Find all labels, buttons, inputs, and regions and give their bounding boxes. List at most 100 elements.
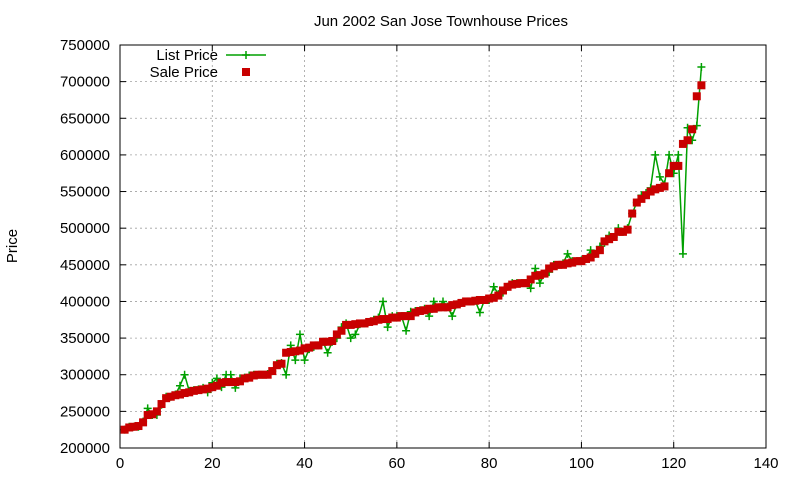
list-price-point — [351, 330, 360, 339]
sale-price-point — [235, 377, 244, 386]
sale-price-point — [355, 319, 364, 328]
y-tick-label: 700000 — [60, 74, 110, 91]
list-price-point — [291, 356, 300, 365]
sale-price-point — [300, 344, 309, 353]
sale-price-point — [614, 227, 623, 236]
sale-price-point — [526, 275, 535, 284]
list-price-point — [489, 282, 498, 291]
sale-price-point — [563, 259, 572, 268]
sale-price-point — [443, 303, 452, 312]
list-price-point — [425, 312, 434, 321]
list-price-point — [674, 150, 683, 159]
x-tick-label: 120 — [661, 455, 686, 472]
legend-label-sale-price: Sale Price — [150, 64, 218, 81]
x-tick-label: 140 — [753, 455, 778, 472]
sale-price-point — [632, 198, 641, 207]
sale-price-point — [697, 81, 706, 90]
list-price-point — [448, 312, 457, 321]
sale-price-point — [185, 388, 194, 397]
sale-price-point — [286, 348, 295, 357]
sale-price-point — [651, 185, 660, 194]
sale-price-point — [535, 271, 544, 280]
sale-price-point — [392, 313, 401, 322]
sale-price-point — [678, 139, 687, 148]
sale-price-point — [199, 385, 208, 394]
y-tick-label: 300000 — [60, 367, 110, 384]
sale-price-point — [582, 254, 591, 263]
sale-price-point — [337, 326, 346, 335]
sale-price-point — [628, 209, 637, 218]
list-price-point — [651, 150, 660, 159]
grid — [120, 45, 766, 448]
sale-price-point — [217, 378, 226, 387]
sale-price-point — [688, 125, 697, 134]
sale-price-point — [434, 303, 443, 312]
y-tick-label: 550000 — [60, 184, 110, 201]
sale-price-point — [517, 279, 526, 288]
list-price-point — [429, 297, 438, 306]
sale-price-point — [665, 169, 674, 178]
sale-price-point — [655, 183, 664, 192]
y-tick-label: 450000 — [60, 257, 110, 274]
sale-price-point — [157, 400, 166, 409]
sale-price-point — [415, 306, 424, 315]
list-price-point — [402, 326, 411, 335]
sale-price-point — [683, 136, 692, 145]
x-tick-label: 60 — [389, 455, 406, 472]
list-price-point — [323, 348, 332, 357]
list-price-point — [678, 249, 687, 258]
sale-price-point — [448, 301, 457, 310]
list-price-point — [655, 172, 664, 181]
sale-price-point — [282, 348, 291, 357]
sale-price-point — [618, 227, 627, 236]
x-tick-label: 80 — [481, 455, 498, 472]
sale-price-point — [162, 394, 171, 403]
y-tick-label: 650000 — [60, 110, 110, 127]
sale-price-point — [212, 381, 221, 390]
sale-price-point — [351, 320, 360, 329]
sale-price-point — [549, 262, 558, 271]
x-tick-label: 0 — [116, 455, 124, 472]
sale-price-point — [272, 361, 281, 370]
list-price-point — [563, 249, 572, 258]
sale-price-point — [411, 308, 420, 317]
sale-price-point — [305, 343, 314, 352]
sale-price-point — [646, 187, 655, 196]
list-price-point — [535, 279, 544, 288]
sale-price-point — [171, 391, 180, 400]
sale-price-point — [277, 359, 286, 368]
sale-price-point — [189, 386, 198, 395]
list-price-point — [526, 284, 535, 293]
sale-price-point — [125, 423, 134, 432]
sale-price-point — [669, 161, 678, 170]
list-price-point — [226, 370, 235, 379]
sale-price-point — [291, 347, 300, 356]
sale-price-point — [129, 422, 138, 431]
sale-price-point — [346, 320, 355, 329]
y-tick-label: 500000 — [60, 220, 110, 237]
sale-price-point — [222, 378, 231, 387]
plot-frame — [119, 44, 767, 449]
sale-price-point — [143, 411, 152, 420]
list-price-point — [383, 323, 392, 332]
sale-price-point — [480, 295, 489, 304]
list-price-point — [379, 297, 388, 306]
sale-price-point — [540, 269, 549, 278]
legend-sale-price-marker — [242, 68, 250, 76]
y-tick-label: 250000 — [60, 403, 110, 420]
sale-price-point — [623, 225, 632, 234]
list-price-point — [697, 62, 706, 71]
x-tick-label: 40 — [296, 455, 313, 472]
sale-price-point — [591, 249, 600, 258]
sale-price-point — [369, 317, 378, 326]
sale-price-point — [332, 330, 341, 339]
sale-price-point — [249, 371, 258, 380]
y-tick-label: 350000 — [60, 330, 110, 347]
sale-price-point — [175, 390, 184, 399]
sale-price-point — [512, 279, 521, 288]
sale-price-point — [595, 246, 604, 255]
sale-price-point — [203, 384, 212, 393]
sale-price-point — [383, 315, 392, 324]
sale-price-point — [134, 422, 143, 431]
